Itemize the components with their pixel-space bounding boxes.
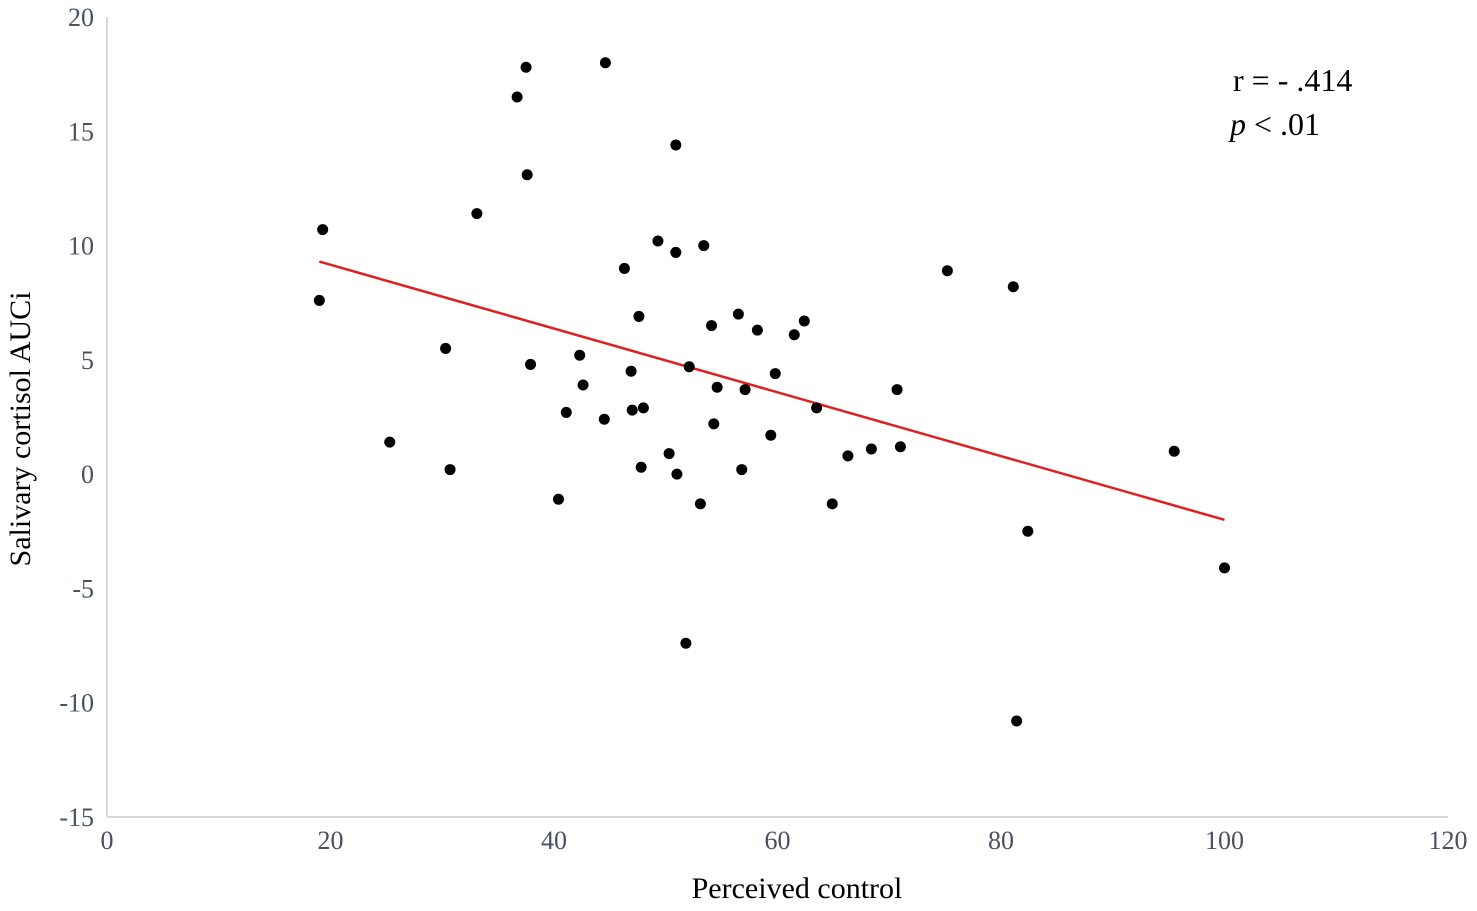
data-point	[891, 384, 903, 396]
data-point	[444, 464, 456, 476]
data-point	[633, 310, 645, 322]
x-tick-label: 0	[101, 826, 114, 855]
data-point	[751, 324, 763, 336]
data-point	[798, 315, 810, 327]
data-point	[894, 441, 906, 453]
data-point	[1168, 445, 1180, 457]
data-point	[1022, 525, 1034, 537]
data-point	[525, 358, 537, 370]
y-tick-label: -10	[59, 689, 94, 718]
x-tick-label: 120	[1429, 826, 1468, 855]
data-point	[1007, 281, 1019, 293]
y-axis-title: Salivary cortisol AUCi	[4, 292, 37, 567]
y-tick-label: 20	[68, 3, 94, 32]
data-point	[618, 262, 630, 274]
y-tick-label: 15	[68, 117, 94, 146]
data-point	[765, 429, 777, 441]
data-point	[670, 246, 682, 258]
data-point	[694, 498, 706, 510]
y-tick-label: 0	[81, 460, 94, 489]
p-value-text: < .01	[1246, 106, 1320, 142]
data-point	[788, 329, 800, 341]
data-point	[671, 468, 683, 480]
data-point	[736, 464, 748, 476]
x-tick-label: 60	[765, 826, 791, 855]
data-point	[1219, 562, 1230, 574]
data-point	[384, 436, 396, 448]
data-point	[511, 91, 523, 103]
correlation-annotation: r = - .414	[1233, 62, 1352, 98]
data-point	[313, 294, 325, 306]
data-point	[683, 361, 695, 373]
y-tick-label: 5	[81, 346, 94, 375]
data-point	[708, 418, 720, 430]
tick-labels: 0 20 40 60 80 100 120 20 15 10 5 0 -5 -10 -15	[59, 3, 1467, 855]
data-point	[739, 384, 751, 396]
data-point	[625, 365, 637, 377]
data-point	[471, 208, 483, 220]
data-point	[842, 450, 854, 462]
data-points	[313, 57, 1230, 727]
data-point	[560, 406, 572, 418]
regression-line	[318, 260, 1225, 522]
data-point	[637, 402, 649, 414]
data-point	[577, 379, 589, 391]
x-tick-label: 100	[1205, 826, 1244, 855]
data-point	[552, 493, 564, 505]
data-point	[680, 637, 692, 649]
data-point	[598, 413, 610, 425]
data-point	[706, 320, 718, 332]
data-point	[599, 57, 611, 69]
data-point	[652, 235, 664, 247]
p-value-annotation: p < .01	[1228, 106, 1320, 142]
trendline-layer	[318, 260, 1225, 522]
x-tick-label: 80	[988, 826, 1014, 855]
data-point	[711, 381, 723, 393]
data-point	[826, 498, 838, 510]
y-tick-label: -5	[72, 574, 94, 603]
data-point	[663, 448, 675, 460]
p-letter: p	[1228, 106, 1246, 142]
data-point	[769, 368, 781, 380]
y-tick-label: 10	[68, 232, 94, 261]
data-point	[626, 404, 638, 416]
data-point	[811, 402, 823, 414]
data-point	[520, 61, 532, 73]
x-tick-label: 20	[318, 826, 344, 855]
axes	[106, 17, 1448, 818]
data-point	[1011, 715, 1023, 727]
data-point	[670, 139, 682, 151]
data-point	[941, 265, 953, 277]
x-tick-label: 40	[541, 826, 567, 855]
data-point	[865, 443, 877, 455]
data-point	[440, 342, 452, 354]
data-point	[732, 308, 744, 320]
data-point	[521, 169, 533, 181]
x-axis-title: Perceived control	[692, 872, 903, 905]
data-point	[698, 240, 710, 252]
data-point	[635, 461, 647, 473]
data-point	[574, 349, 586, 361]
y-tick-label: -15	[59, 803, 94, 832]
data-point	[317, 224, 329, 236]
